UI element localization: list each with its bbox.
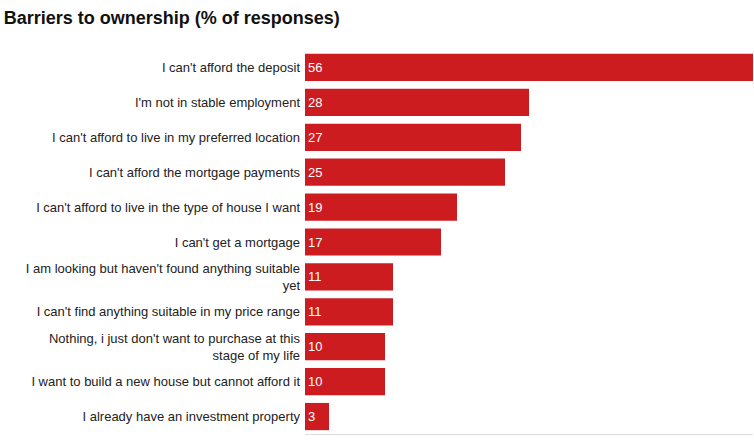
svg-text:I can't afford to live in the: I can't afford to live in the type of ho… xyxy=(36,200,300,215)
svg-text:10: 10 xyxy=(308,374,322,389)
svg-text:11: 11 xyxy=(308,304,322,319)
svg-text:25: 25 xyxy=(308,165,322,180)
svg-text:56: 56 xyxy=(308,60,322,75)
svg-text:10: 10 xyxy=(308,339,322,354)
svg-text:I am looking but haven't found: I am looking but haven't found anything … xyxy=(26,261,301,293)
svg-text:I'm not in stable employment: I'm not in stable employment xyxy=(135,95,300,110)
svg-text:I want to build a new house bu: I want to build a new house but cannot a… xyxy=(31,374,300,389)
svg-text:Nothing, i just don't want to: Nothing, i just don't want to purchase a… xyxy=(49,331,301,363)
svg-text:27: 27 xyxy=(308,130,322,145)
svg-text:11: 11 xyxy=(308,269,322,284)
svg-text:28: 28 xyxy=(308,95,322,110)
svg-text:I can't afford to live in my p: I can't afford to live in my preferred l… xyxy=(52,130,300,145)
svg-text:I can't afford the deposit: I can't afford the deposit xyxy=(162,60,301,75)
svg-text:19: 19 xyxy=(308,200,322,215)
svg-text:I can't find anything suitable: I can't find anything suitable in my pri… xyxy=(37,304,300,319)
svg-text:I can't get a mortgage: I can't get a mortgage xyxy=(175,235,300,250)
svg-text:I already have an investment p: I already have an investment property xyxy=(82,409,300,424)
svg-text:I can't afford the mortgage pa: I can't afford the mortgage payments xyxy=(89,165,301,180)
svg-text:3: 3 xyxy=(308,409,315,424)
svg-text:Barriers to ownership (% of re: Barriers to ownership (% of responses) xyxy=(4,8,340,28)
svg-text:17: 17 xyxy=(308,235,322,250)
